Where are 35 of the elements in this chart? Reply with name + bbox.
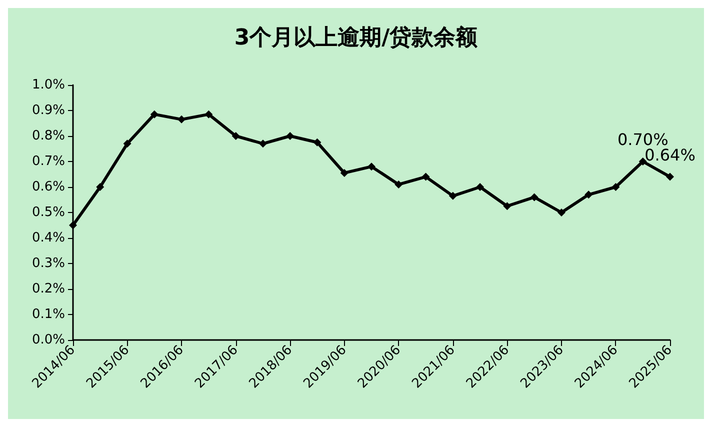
point — [69, 221, 77, 230]
point — [123, 140, 132, 148]
point — [368, 162, 376, 171]
y-tick-label: 0.4% — [32, 230, 65, 246]
y-tick-label: 0.8% — [32, 128, 65, 144]
point — [394, 180, 403, 188]
point — [503, 202, 512, 210]
point — [204, 110, 213, 118]
y-tick-label: 0.5% — [32, 205, 65, 220]
y-tick-label: 1.0% — [32, 78, 65, 92]
point — [476, 183, 484, 191]
point — [178, 115, 186, 124]
point — [286, 132, 294, 140]
y-tick-label: 0.6% — [32, 180, 65, 194]
point — [96, 183, 104, 191]
y-tick-label: 0.3% — [32, 256, 65, 271]
y-tick-label: 0.0% — [32, 332, 65, 348]
point — [232, 132, 240, 140]
point — [448, 192, 457, 200]
point — [638, 158, 647, 166]
point — [313, 138, 322, 146]
point — [666, 172, 674, 181]
point — [340, 168, 348, 177]
point — [530, 193, 538, 202]
point — [422, 172, 430, 181]
point — [150, 110, 158, 118]
y-tick-label: 0.1% — [32, 307, 65, 322]
y-tick-label: 0.9% — [32, 103, 65, 118]
y-tick-label: 0.2% — [32, 282, 65, 296]
chart-title: 3个月以上逾期/贷款余额 — [234, 24, 479, 50]
point — [258, 140, 267, 148]
point — [612, 183, 620, 191]
y-tick-label: 0.7% — [32, 154, 65, 169]
point — [557, 208, 566, 216]
point — [584, 190, 593, 199]
